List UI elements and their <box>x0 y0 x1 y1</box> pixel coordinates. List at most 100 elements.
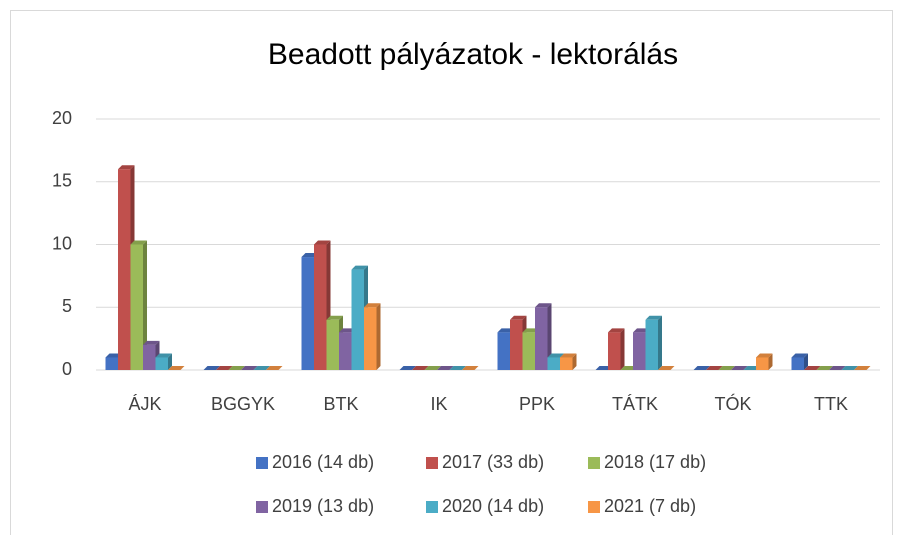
y-tick-label: 10 <box>52 233 72 253</box>
bar-top <box>731 366 748 370</box>
bar <box>510 319 523 370</box>
bar-top <box>595 366 612 370</box>
bar-top <box>437 366 454 370</box>
bar-top <box>804 366 821 370</box>
bar-top <box>706 366 723 370</box>
bar <box>547 357 560 370</box>
bar-side <box>168 353 172 370</box>
legend-swatch <box>588 457 600 469</box>
x-tick-label: BTK <box>323 394 358 414</box>
bar-top <box>241 366 258 370</box>
bar-top <box>118 165 135 170</box>
bar-top <box>130 240 147 245</box>
legend-label: 2017 (33 db) <box>442 452 544 472</box>
bar-top <box>155 353 172 358</box>
legend-swatch <box>426 457 438 469</box>
bar-top <box>449 366 466 370</box>
bar-top <box>314 240 331 245</box>
x-tick-label: TTK <box>814 394 848 414</box>
legend-label: 2021 (7 db) <box>604 496 696 516</box>
bar-side <box>768 353 773 370</box>
bar-top <box>326 315 343 320</box>
bar-top <box>693 366 710 370</box>
bar-top <box>424 366 441 370</box>
x-tick-label: TÓK <box>714 393 751 414</box>
bar-side <box>620 328 625 370</box>
bar-top <box>143 340 160 345</box>
legend-swatch <box>256 457 268 469</box>
bar-top <box>351 265 368 270</box>
bar <box>105 357 118 370</box>
y-tick-label: 5 <box>62 296 72 316</box>
bar-side <box>658 315 662 370</box>
bar-top <box>105 353 122 358</box>
y-tick-label: 15 <box>52 171 72 191</box>
bar <box>645 319 658 370</box>
bar <box>143 344 156 370</box>
bar-top <box>364 303 381 308</box>
bar-top <box>645 315 662 320</box>
chart-frame <box>10 10 893 535</box>
bar <box>118 169 131 370</box>
bar <box>560 357 573 370</box>
bar-top <box>339 328 356 333</box>
bar-top <box>168 366 185 370</box>
x-tick-label: TÁTK <box>612 394 658 414</box>
bar <box>364 307 377 370</box>
bar-top <box>743 366 760 370</box>
bar <box>791 357 804 370</box>
bar <box>633 332 646 370</box>
legend-label: 2019 (13 db) <box>272 496 374 516</box>
bar-top <box>841 366 858 370</box>
bar-top <box>560 353 577 358</box>
legend-label: 2018 (17 db) <box>604 452 706 472</box>
bar-side <box>143 240 147 370</box>
bar-top <box>203 366 220 370</box>
bar-top <box>266 366 283 370</box>
bar-top <box>228 366 245 370</box>
bar-side <box>572 353 577 370</box>
x-tick-label: PPK <box>519 394 555 414</box>
bar <box>497 332 510 370</box>
legend-label: 2020 (14 db) <box>442 496 544 516</box>
bar-top <box>216 366 233 370</box>
bar <box>608 332 621 370</box>
bar-top <box>547 353 564 358</box>
bar-top <box>399 366 416 370</box>
bar <box>314 244 327 370</box>
bar-side <box>547 303 552 370</box>
bar <box>301 257 314 370</box>
bar-top <box>791 353 808 358</box>
bar-top <box>462 366 479 370</box>
bar <box>326 319 339 370</box>
bar-top <box>718 366 735 370</box>
bar-top <box>756 353 773 358</box>
bar <box>756 357 769 370</box>
chart-title: Beadott pályázatok - lektorálás <box>268 38 678 71</box>
bar-top <box>658 366 675 370</box>
bar-top <box>633 328 650 333</box>
bar-top <box>535 303 552 308</box>
bar-top <box>301 253 318 258</box>
bar <box>155 357 168 370</box>
bar-top <box>608 328 625 333</box>
bar-top <box>412 366 429 370</box>
bar <box>522 332 535 370</box>
bar-top <box>522 328 539 333</box>
legend-swatch <box>426 501 438 513</box>
legend-swatch <box>256 501 268 513</box>
bar-top <box>620 366 637 370</box>
bar-side <box>804 353 808 370</box>
legend-label: 2016 (14 db) <box>272 452 374 472</box>
bar-top <box>253 366 270 370</box>
y-tick-label: 20 <box>52 108 72 128</box>
bar-top <box>829 366 846 370</box>
bar-side <box>376 303 381 370</box>
bar <box>339 332 352 370</box>
bar-top <box>497 328 514 333</box>
bar-top <box>816 366 833 370</box>
bar <box>351 269 364 370</box>
bar <box>535 307 548 370</box>
y-tick-label: 0 <box>62 359 72 379</box>
